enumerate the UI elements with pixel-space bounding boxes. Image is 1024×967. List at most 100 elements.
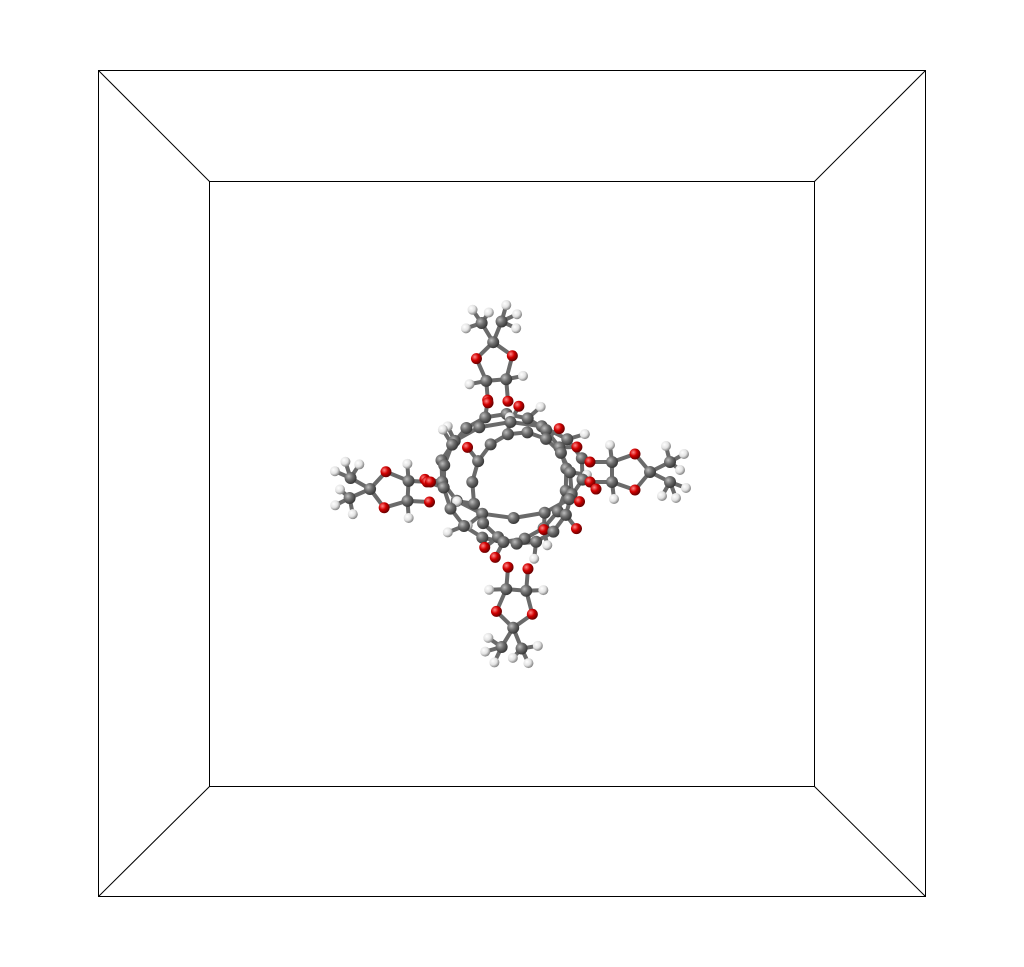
atom [539,432,552,445]
atom [340,456,351,467]
cell-box [98,70,926,897]
atom [480,374,493,387]
atom [457,519,470,532]
atom [495,640,508,653]
atom [477,517,490,530]
atom [476,507,489,520]
atom [507,511,520,524]
atom [553,423,565,435]
atom [335,484,346,495]
atom [606,456,618,468]
atom [517,370,528,381]
atom [521,426,534,439]
atom [512,309,523,320]
atom [501,428,514,441]
atom [480,646,491,657]
atom [446,438,459,451]
atom [460,421,473,434]
atom [530,535,543,548]
atom [347,509,358,520]
atom [547,525,560,538]
atom [490,605,502,617]
atom [542,540,553,551]
atom [504,416,517,429]
atom [462,441,474,453]
atom [378,502,390,514]
atom [675,465,685,475]
atom [329,466,340,477]
atom [554,446,567,459]
atom [511,323,522,334]
atom [522,563,534,575]
atom [500,373,513,386]
atom [561,433,574,446]
atom [521,412,534,425]
atom [484,584,495,595]
atom [437,424,448,435]
atom [502,561,514,573]
atom [380,466,392,478]
atom [401,494,414,507]
atom [402,458,413,469]
atom [506,350,518,362]
atom [489,657,500,668]
atom [644,466,656,478]
atom [523,658,534,669]
atom [606,476,618,488]
atom [661,441,671,451]
atom [529,553,540,564]
atom [466,476,479,489]
atom [513,400,525,412]
atom [461,323,472,334]
molecule [329,300,691,669]
atom [402,474,415,487]
atom [526,608,538,620]
atom [464,379,475,390]
atom [540,424,553,437]
atom [563,466,576,479]
atom [507,652,518,663]
atom [629,484,641,496]
atom [538,506,551,519]
atom [483,632,494,643]
atom [330,500,341,511]
atom [571,441,583,453]
box-edge [98,786,210,897]
atom [364,483,377,496]
atom [671,493,681,503]
box-edge [814,786,926,897]
box-inner [209,181,815,787]
atom [515,642,528,655]
atom [559,508,572,521]
atom [664,456,676,468]
atom [495,315,508,328]
atom [507,621,520,634]
box-outer [98,70,926,897]
atom [538,585,549,596]
atom [510,537,523,550]
atom [535,401,546,412]
atom [502,395,514,407]
atom [470,353,482,365]
atom [442,527,453,538]
atom [452,496,463,507]
atom [664,476,676,488]
atom [479,541,491,553]
atom [476,531,489,544]
atom [467,304,478,315]
atom [437,481,450,494]
atom [584,456,596,468]
atom [657,491,667,501]
box-edge [98,70,210,182]
atom [482,397,494,409]
atom [497,535,510,548]
atom [438,459,451,472]
atom [609,494,619,504]
atom [473,421,486,434]
atom [579,429,590,440]
atom [501,300,512,311]
atom [468,497,481,510]
atom [590,483,602,495]
atom [354,459,365,470]
